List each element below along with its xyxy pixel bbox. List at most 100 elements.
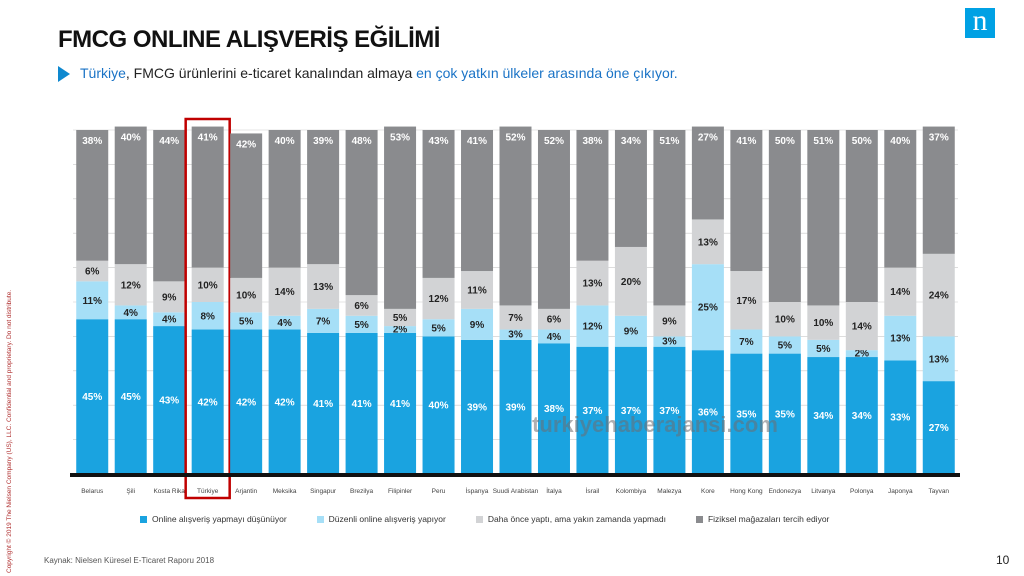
bar-segment [230,329,263,474]
data-label: 37% [582,406,602,417]
category-label: Japonya [888,488,913,495]
data-label: 3% [508,330,523,341]
data-label: 34% [621,136,641,147]
bar-segment [461,308,494,340]
bar-segment [768,302,801,337]
data-label: 52% [544,136,564,147]
legend-swatch [140,515,147,523]
bar-segment [499,126,532,306]
category-label: Türkiye [197,488,219,495]
legend-label: Fiziksel mağazaları tercih ediyor [707,514,830,524]
category-label: Filipinler [388,488,413,495]
bar-segment [191,126,224,268]
page-subtitle: Türkiye, FMCG ürünlerini e-ticaret kanal… [58,65,678,83]
data-label: 4% [162,315,177,326]
bar-segment [884,130,917,268]
nielsen-logo: n [965,6,995,38]
bar-segment [537,343,570,474]
data-label: 5% [354,320,369,331]
data-label: 38% [544,404,564,415]
data-label: 37% [929,133,949,144]
bar-segment [230,277,263,313]
data-label: 53% [390,133,410,144]
data-label: 14% [890,287,910,298]
data-label: 24% [929,291,949,302]
data-label: 11% [467,285,487,296]
bar-segment [691,126,724,220]
bar-segment [76,281,109,320]
bar-segment [384,326,417,333]
data-label: 41% [313,399,333,410]
data-label: 5% [431,323,446,334]
source-note: Kaynak: Nielsen Küresel E-Ticaret Raporu… [44,556,215,565]
bar-segment [576,305,609,347]
bar-segment [614,246,647,316]
data-label: 50% [775,136,795,147]
bar-segment [884,315,917,361]
legend-item: Online alışveriş yapmayı düşünüyor [140,514,287,524]
data-label: 45% [121,392,141,403]
data-label: 9% [624,327,639,338]
subtitle-text: , FMCG ürünlerini e-ticaret kanalından a… [125,65,417,81]
data-label: 4% [547,332,562,343]
data-label: 4% [277,318,292,329]
bar-segment [768,336,801,354]
bar-segment [614,346,647,474]
page-title: FMCG ONLINE ALIŞVERİŞ EĞİLİMİ [58,26,440,53]
data-label: 43% [159,396,179,407]
category-label: Malezya [657,488,682,495]
data-label: 40% [890,136,910,147]
legend-item: Düzenli online alışveriş yapıyor [316,514,446,524]
bar-segment [76,319,109,474]
bar-segment [345,295,378,316]
page-number: 10 [996,553,1010,567]
bar-segment [614,130,647,247]
bar-segment [730,353,763,474]
bar-segment [153,326,186,474]
data-label: 5% [816,344,831,355]
category-label: Kosta Rika [153,488,185,495]
bar-segment [884,267,917,316]
data-label: 7% [316,316,331,327]
bar-segment [345,315,378,333]
bar-segment [653,336,686,347]
bar-segment [653,346,686,474]
bar-segment [153,312,186,327]
bar-segment [537,329,570,344]
data-label: 39% [467,402,487,413]
bar-segment [730,271,763,330]
bar-segment [345,130,378,296]
legend-item: Fiziksel mağazaları tercih ediyor [695,514,830,524]
legend-label: Online alışveriş yapmayı düşünüyor [152,514,287,524]
bar-segment [653,130,686,306]
data-label: 13% [698,237,718,248]
bar-segment [153,281,186,313]
data-label: 9% [162,292,177,303]
data-label: 12% [121,280,141,291]
bar-segment [807,305,840,340]
legend-swatch [475,515,483,523]
data-label: 7% [508,313,523,324]
data-label: 10% [236,291,256,302]
data-label: 3% [662,337,677,348]
watermark-text: turkiyehaberajansi.com [532,412,778,437]
bar-segment [345,332,378,474]
data-label: 42% [275,397,295,408]
data-label: 41% [736,136,756,147]
bar-segment [807,357,840,474]
data-label: 35% [736,409,756,420]
data-label: 9% [470,320,485,331]
bar-segment [191,329,224,474]
bar-segment [114,264,147,306]
legend-swatch [695,515,703,523]
bar-segment [922,253,955,337]
data-label: 5% [778,341,793,352]
data-label: 6% [547,315,562,326]
data-label: 17% [736,296,756,307]
bar-segment [537,308,570,330]
data-label: 42% [198,397,218,408]
data-label: 33% [890,413,910,424]
bar-segment [653,305,686,337]
bar-segment [461,339,494,474]
